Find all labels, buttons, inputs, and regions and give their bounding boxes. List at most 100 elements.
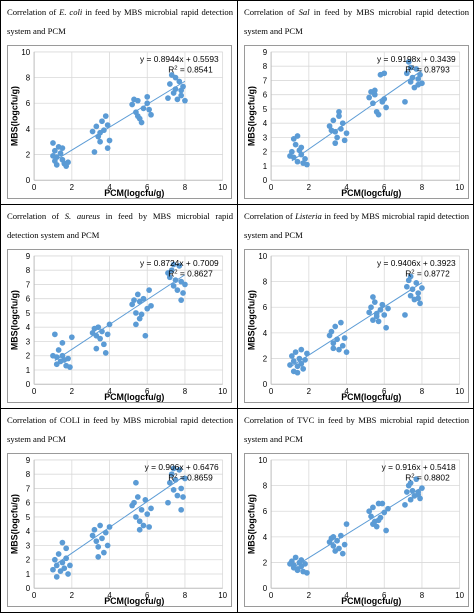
y-tick-label: 7: [263, 76, 267, 85]
data-point: [61, 565, 68, 572]
r-squared-label: R2 = 0.8541: [168, 65, 213, 75]
y-tick-label: 9: [263, 48, 267, 57]
data-point: [334, 336, 340, 343]
y-tick-label: 6: [26, 295, 31, 304]
x-tick-label: 4: [107, 183, 112, 192]
y-tick-label: 4: [26, 527, 31, 536]
y-tick-label: 8: [26, 74, 31, 83]
y-tick-label: 10: [21, 48, 30, 57]
data-point: [138, 506, 145, 513]
data-point: [300, 365, 307, 372]
x-tick-label: 6: [382, 387, 387, 396]
data-point: [140, 105, 147, 112]
data-point: [50, 352, 56, 359]
y-tick-label: 2: [26, 151, 30, 160]
caption-text: in feed by MBS microbial rapid detection…: [244, 7, 470, 36]
r-squared-label: R2 = 0.8802: [405, 473, 450, 483]
data-point: [332, 140, 339, 147]
data-point: [133, 514, 139, 520]
data-point: [97, 522, 103, 529]
data-point: [148, 111, 154, 118]
data-point: [53, 562, 60, 569]
data-point: [304, 350, 310, 357]
x-tick-label: 2: [70, 591, 74, 600]
data-point: [341, 541, 348, 548]
caption-organism: Sal: [298, 7, 310, 17]
data-point: [174, 287, 181, 294]
data-point: [59, 539, 66, 546]
data-point: [379, 301, 386, 308]
y-tick-label: 6: [26, 99, 31, 108]
chart-svg: 0 1 2 3 4 5 6 7 8 9 0 2 4 6 8 10 y = 0.8724x + 0.7009R2 …: [9, 252, 227, 402]
data-point: [165, 95, 171, 101]
trendline: [54, 475, 186, 566]
data-point: [371, 87, 378, 94]
data-point: [326, 123, 333, 129]
data-point: [328, 127, 335, 134]
figure-cell: Correlation of Listeria in feed by MBS m…: [237, 204, 474, 409]
data-point: [405, 59, 412, 65]
y-tick-label: 8: [263, 62, 268, 71]
data-point: [133, 321, 139, 328]
data-point: [101, 549, 107, 556]
x-tick-label: 4: [344, 387, 349, 396]
x-tick-label: 0: [32, 387, 37, 396]
caption-organism: Listeria: [295, 211, 322, 221]
data-point: [170, 282, 177, 289]
data-point: [370, 294, 376, 300]
x-tick-label: 4: [344, 591, 349, 600]
data-point: [93, 345, 100, 352]
data-point: [302, 356, 308, 363]
scatter-chart: 0 1 2 3 4 5 6 7 8 9 0 2 4 6 8 10 y = 0.9198x + 0.3439 R2 …: [244, 45, 469, 199]
x-tick-label: 2: [70, 183, 74, 192]
data-point: [104, 331, 111, 338]
data-point: [104, 542, 111, 549]
y-tick-label: 5: [26, 513, 31, 522]
x-tick-label: 8: [420, 183, 425, 192]
data-point: [176, 78, 183, 85]
y-tick-label: 0: [26, 380, 31, 389]
data-point: [142, 496, 149, 503]
y-tick-label: 4: [26, 323, 31, 332]
regression-equation: y = 0.9406x + 0.3923: [377, 258, 456, 268]
data-point: [146, 106, 152, 113]
data-point: [129, 101, 136, 108]
data-point: [375, 517, 382, 524]
figure-cell: Correlation of Sal in feed by MBS microb…: [237, 0, 474, 205]
data-point: [294, 158, 301, 165]
x-tick-label: 2: [70, 387, 74, 396]
data-point: [101, 341, 107, 348]
figure-caption: Correlation of Sal in feed by MBS microb…: [244, 3, 469, 41]
data-point: [138, 119, 145, 126]
data-point: [413, 476, 420, 483]
data-point: [93, 123, 100, 130]
caption-text: Correlation of: [244, 7, 299, 17]
figure-caption: Correlation of TVC in feed by MBS microb…: [244, 411, 469, 449]
data-point: [166, 479, 173, 486]
data-point: [102, 113, 109, 119]
y-tick-label: 7: [26, 484, 30, 493]
data-point: [341, 137, 348, 144]
data-point: [415, 290, 422, 296]
data-point: [381, 509, 388, 516]
data-point: [375, 111, 382, 118]
data-point: [383, 104, 389, 111]
data-point: [403, 489, 410, 495]
figure-cell: Correlation of S. aureus in feed by MBS …: [0, 204, 238, 409]
data-point: [65, 355, 71, 362]
data-point: [385, 305, 391, 312]
data-point: [65, 159, 71, 166]
data-point: [407, 64, 414, 71]
data-point: [134, 113, 141, 119]
x-axis-title: PCM(logcfu/g): [341, 392, 401, 402]
data-point: [366, 508, 373, 515]
data-point: [379, 98, 386, 105]
y-tick-label: 0: [263, 380, 268, 389]
data-point: [383, 527, 389, 534]
data-point: [298, 151, 305, 158]
data-point: [166, 274, 173, 281]
r-squared-label: R2 = 0.8793: [405, 65, 450, 75]
data-point: [91, 526, 98, 533]
